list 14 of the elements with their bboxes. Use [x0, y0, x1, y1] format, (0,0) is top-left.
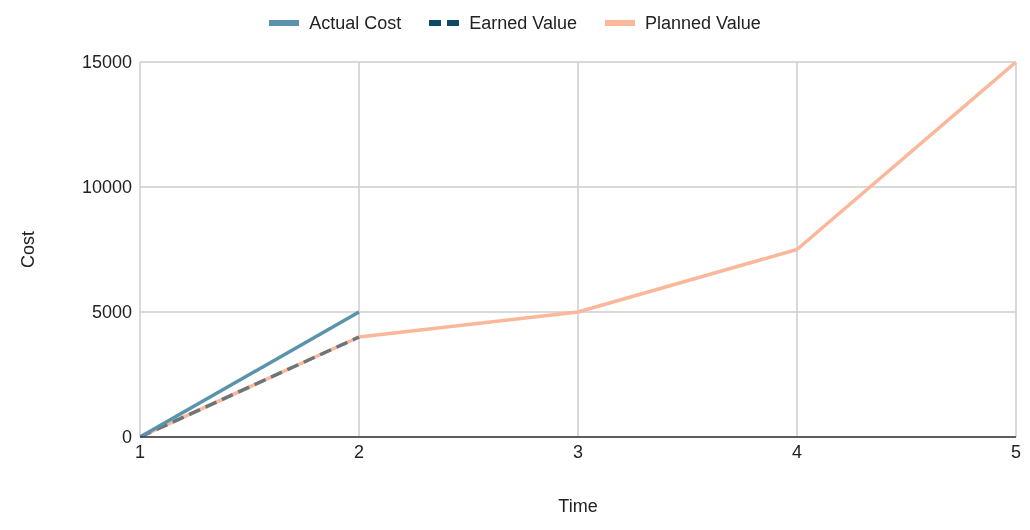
legend-label: Earned Value: [468, 12, 578, 34]
x-tick-label: 5: [1010, 441, 1022, 462]
legend-label: Planned Value: [644, 12, 761, 34]
y-tick-label: 5000: [91, 302, 132, 323]
x-axis-title: Time: [558, 496, 598, 516]
y-tick-label: 10000: [81, 177, 132, 198]
x-tick-label: 3: [572, 441, 584, 462]
legend-label: Actual Cost: [308, 12, 402, 34]
x-tick-label: 1: [134, 441, 146, 462]
y-tick-label: 15000: [81, 52, 132, 73]
x-tick-label: 4: [791, 441, 803, 462]
x-tick-label: 2: [353, 441, 365, 462]
y-axis-title: Cost: [18, 230, 39, 269]
y-tick-label: 0: [121, 427, 132, 448]
